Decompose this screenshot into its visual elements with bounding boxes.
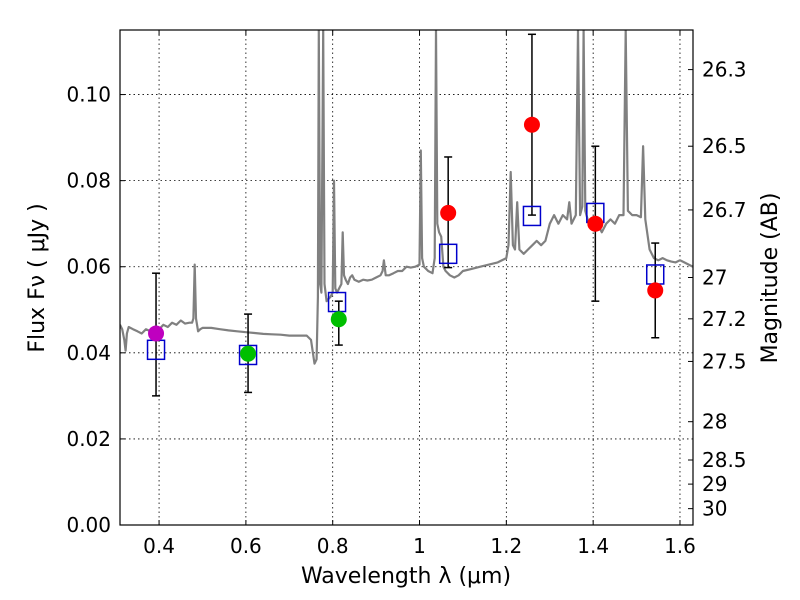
observed-point xyxy=(240,345,257,362)
observed-point xyxy=(330,311,347,328)
y-tick-label: 0.06 xyxy=(66,255,111,279)
observed-point xyxy=(523,116,540,133)
model-square xyxy=(438,243,458,265)
x-axis-ticks: 0.4 0.6 0.8 1 1.2 1.4 1.6 xyxy=(143,30,696,558)
x-tick-label: 1.6 xyxy=(664,534,696,558)
right-tick-label: 27.5 xyxy=(702,349,747,373)
y-tick-label: 0.00 xyxy=(66,513,111,537)
plot-frame xyxy=(119,29,694,526)
model-photometry-squares xyxy=(146,202,665,366)
y-tick-label: 0.08 xyxy=(66,169,111,193)
x-tick-label: 1.2 xyxy=(490,534,522,558)
right-axis-label: Magnitude (AB) xyxy=(758,193,783,364)
right-tick-label: 26.7 xyxy=(702,198,747,222)
right-tick-label: 26.3 xyxy=(702,58,747,82)
observed-photometry-points xyxy=(148,116,664,362)
observed-point xyxy=(647,282,664,299)
y-tick-label: 0.02 xyxy=(66,427,111,451)
observed-point xyxy=(587,215,604,232)
right-tick-label: 27 xyxy=(702,266,727,290)
right-tick-label: 28 xyxy=(702,410,727,434)
grid xyxy=(120,30,693,526)
model-square xyxy=(238,344,258,366)
x-tick-label: 0.6 xyxy=(230,534,262,558)
x-tick-label: 1 xyxy=(413,534,426,558)
x-tick-label: 1.4 xyxy=(577,534,609,558)
x-tick-label: 0.8 xyxy=(317,534,349,558)
right-tick-label: 26.5 xyxy=(702,134,747,158)
y-axis-ticks: 0.00 0.02 0.04 0.06 0.08 0.10 xyxy=(66,83,125,537)
y-axis-label: Flux Fν ( μJy ) xyxy=(25,203,50,352)
y-tick-label: 0.04 xyxy=(66,341,111,365)
model-spectrum xyxy=(120,30,693,365)
right-tick-label: 27.2 xyxy=(702,307,747,331)
right-tick-label: 29 xyxy=(702,472,727,496)
observed-point xyxy=(440,204,457,221)
right-tick-label: 28.5 xyxy=(702,448,747,472)
right-tick-label: 30 xyxy=(702,497,727,521)
model-square xyxy=(522,205,542,227)
x-tick-label: 0.4 xyxy=(143,534,175,558)
y-tick-label: 0.10 xyxy=(66,83,111,107)
observed-point xyxy=(148,325,165,342)
spectrum-line xyxy=(120,30,693,365)
x-axis-label: Wavelength λ (μm) xyxy=(301,564,511,589)
